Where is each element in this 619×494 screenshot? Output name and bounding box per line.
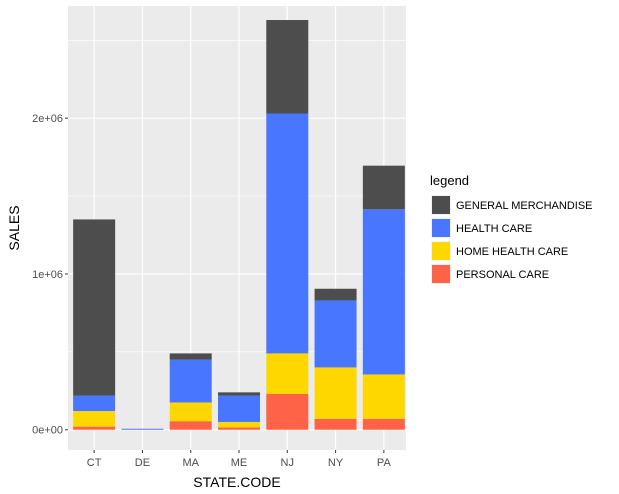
bar-pa-health-care bbox=[362, 209, 405, 375]
x-tick-label: PA bbox=[377, 457, 392, 469]
bar-ct-home-health-care bbox=[73, 411, 116, 427]
legend-label: GENERAL MERCHANDISE bbox=[456, 200, 593, 212]
bar-pa-home-health-care bbox=[362, 374, 405, 419]
bar-ny-health-care bbox=[314, 300, 357, 368]
bar-pa-general-merchandise bbox=[362, 165, 405, 210]
y-axis-title: SALES bbox=[6, 205, 22, 250]
y-axis: 0e+00 1e+06 2e+06 bbox=[32, 113, 68, 437]
legend-key-health-care bbox=[432, 219, 450, 237]
bar-ma-health-care bbox=[169, 359, 212, 403]
y-tick-label: 2e+06 bbox=[32, 113, 63, 125]
legend-label: PERSONAL CARE bbox=[456, 269, 549, 281]
legend-label: HOME HEALTH CARE bbox=[456, 246, 568, 258]
bar-nj-general-merchandise bbox=[266, 20, 309, 114]
bar-ny-general-merchandise bbox=[314, 288, 357, 301]
bar-ny-personal-care bbox=[314, 418, 357, 430]
bar-me-personal-care bbox=[218, 427, 260, 430]
x-tick-label: NJ bbox=[281, 457, 294, 469]
bar-de-health-care bbox=[121, 428, 164, 430]
x-tick-label: CT bbox=[87, 457, 102, 469]
bar-ct-personal-care bbox=[73, 426, 116, 430]
legend: GENERAL MERCHANDISE HEALTH CARE HOME HEALT… bbox=[431, 195, 593, 284]
bar-me-home-health-care bbox=[218, 421, 260, 428]
bar-ma-home-health-care bbox=[169, 402, 212, 422]
x-axis-title: STATE.CODE bbox=[193, 474, 280, 490]
bar-me-health-care bbox=[218, 395, 260, 422]
legend-key-general-merchandise bbox=[432, 196, 450, 214]
bar-ma-personal-care bbox=[169, 421, 212, 430]
legend-key-personal-care bbox=[432, 265, 450, 283]
bar-ma-general-merchandise bbox=[169, 353, 212, 360]
bar-nj-personal-care bbox=[266, 393, 309, 430]
bar-me-general-merchandise bbox=[218, 392, 260, 396]
bars bbox=[73, 20, 405, 430]
bar-pa-personal-care bbox=[362, 418, 405, 430]
x-tick-label: DE bbox=[135, 457, 150, 469]
legend-label: HEALTH CARE bbox=[456, 223, 532, 235]
bar-nj-health-care bbox=[266, 113, 309, 354]
legend-key-home-health-care bbox=[432, 242, 450, 260]
legend-title: legend bbox=[430, 173, 469, 188]
x-tick-label: NY bbox=[328, 457, 344, 469]
bar-ct-general-merchandise bbox=[73, 219, 116, 396]
bar-ct-health-care bbox=[73, 395, 116, 412]
x-tick-label: MA bbox=[182, 457, 199, 469]
y-tick-label: 1e+06 bbox=[32, 269, 63, 281]
bar-ny-home-health-care bbox=[314, 367, 357, 419]
x-axis: CT DE MA ME NJ NY PA bbox=[87, 450, 392, 469]
bar-nj-home-health-care bbox=[266, 353, 309, 394]
y-tick-label: 0e+00 bbox=[32, 425, 63, 437]
x-tick-label: ME bbox=[231, 457, 248, 469]
